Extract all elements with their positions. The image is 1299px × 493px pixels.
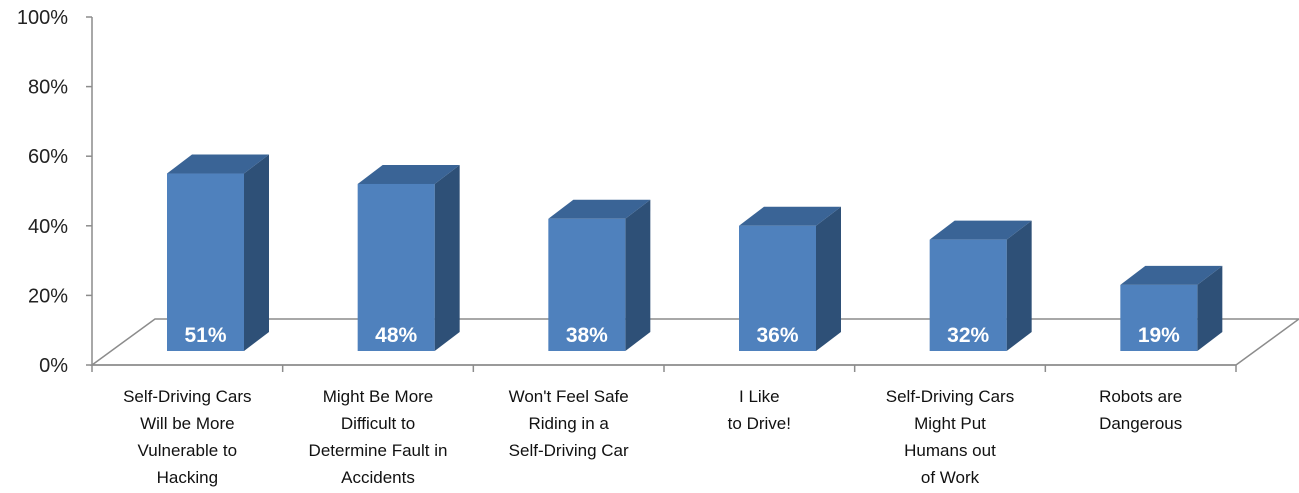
x-category-label: I Like to Drive! — [728, 387, 791, 433]
bar-side — [1006, 220, 1032, 351]
x-category-label: Self-Driving Cars Will be More Vulnerable … — [123, 387, 251, 487]
bar-side — [244, 154, 269, 351]
bar-top — [929, 220, 1032, 240]
x-category-label: Robots are Dangerous — [1099, 387, 1182, 433]
x-category-label-line: Riding in a — [529, 414, 610, 433]
x-category-label: Won't Feel Safe Riding in a Self-Driving C… — [509, 387, 629, 460]
x-category-label-line: I Like — [739, 387, 780, 406]
y-tick-label: 60% — [28, 146, 68, 168]
y-tick-label: 80% — [28, 77, 68, 99]
floor-outline — [89, 318, 1299, 366]
bar-data-label: 32% — [947, 324, 989, 347]
x-axis-category-labels: Self-Driving Cars Will be More Vulnerable … — [123, 387, 1182, 487]
bar-front — [1120, 284, 1198, 351]
bar-front — [167, 173, 244, 351]
x-category-label-line: Might Put — [914, 414, 986, 433]
y-tick-label: 20% — [28, 285, 68, 307]
bar-top — [548, 199, 651, 219]
x-category-label-line: Dangerous — [1099, 414, 1182, 433]
x-category-label-line: Self-Driving Cars — [123, 387, 251, 406]
chart-floor — [89, 318, 1299, 366]
bar-side — [434, 164, 460, 351]
bar-top — [167, 154, 269, 174]
bar-3: 38% — [548, 199, 651, 351]
x-category-label-line: Self-Driving Car — [509, 441, 629, 460]
bar-side — [625, 199, 651, 351]
bar-top — [739, 206, 841, 226]
x-category-label-line: to Drive! — [728, 414, 791, 433]
x-category-label-line: Determine Fault in — [309, 441, 448, 460]
y-axis-tick-labels: 0% 20% 40% 60% 80% 100% — [17, 7, 68, 377]
bar-2: 48% — [357, 164, 460, 351]
x-category-label-line: Won't Feel Safe — [509, 387, 629, 406]
y-tick-label: 100% — [17, 7, 68, 29]
bar-front — [357, 183, 435, 351]
x-category-label-line: Robots are — [1099, 387, 1182, 406]
bar-side — [816, 206, 841, 351]
x-category-label-line: Difficult to — [341, 414, 415, 433]
x-category-label-line: Will be More — [140, 414, 234, 433]
bar-data-label: 38% — [566, 324, 608, 347]
bar-4: 36% — [739, 206, 841, 351]
x-category-label-line: Vulnerable to — [138, 441, 238, 460]
x-category-label-line: of Work — [921, 468, 980, 487]
x-category-label: Might Be More Difficult to Determine Fault… — [309, 387, 448, 487]
x-category-label: Self-Driving Cars Might Put Humans out of W… — [886, 387, 1014, 487]
bar-data-label: 36% — [756, 324, 798, 347]
bar-data-label: 19% — [1138, 324, 1180, 347]
y-tick-label: 0% — [39, 355, 68, 377]
y-tick-label: 40% — [28, 216, 68, 238]
x-category-label-line: Hacking — [157, 468, 218, 487]
bar-top — [1120, 265, 1223, 285]
bar-front — [739, 225, 816, 351]
x-category-label-line: Might Be More — [323, 387, 434, 406]
chart-bars: 51% 48% 38% 36% 32% 19% — [167, 154, 1223, 351]
bar-5: 32% — [929, 220, 1032, 351]
bar-1: 51% — [167, 154, 269, 351]
x-category-label-line: Humans out — [904, 441, 996, 460]
bar-side — [1197, 265, 1223, 351]
bar-data-label: 48% — [375, 324, 417, 347]
x-category-label-line: Self-Driving Cars — [886, 387, 1014, 406]
bar-top — [357, 164, 460, 184]
x-category-label-line: Accidents — [341, 468, 415, 487]
bar-front — [548, 218, 626, 351]
bar-6: 19% — [1120, 265, 1223, 351]
bar-data-label: 51% — [184, 324, 226, 347]
bar-front — [929, 239, 1007, 351]
